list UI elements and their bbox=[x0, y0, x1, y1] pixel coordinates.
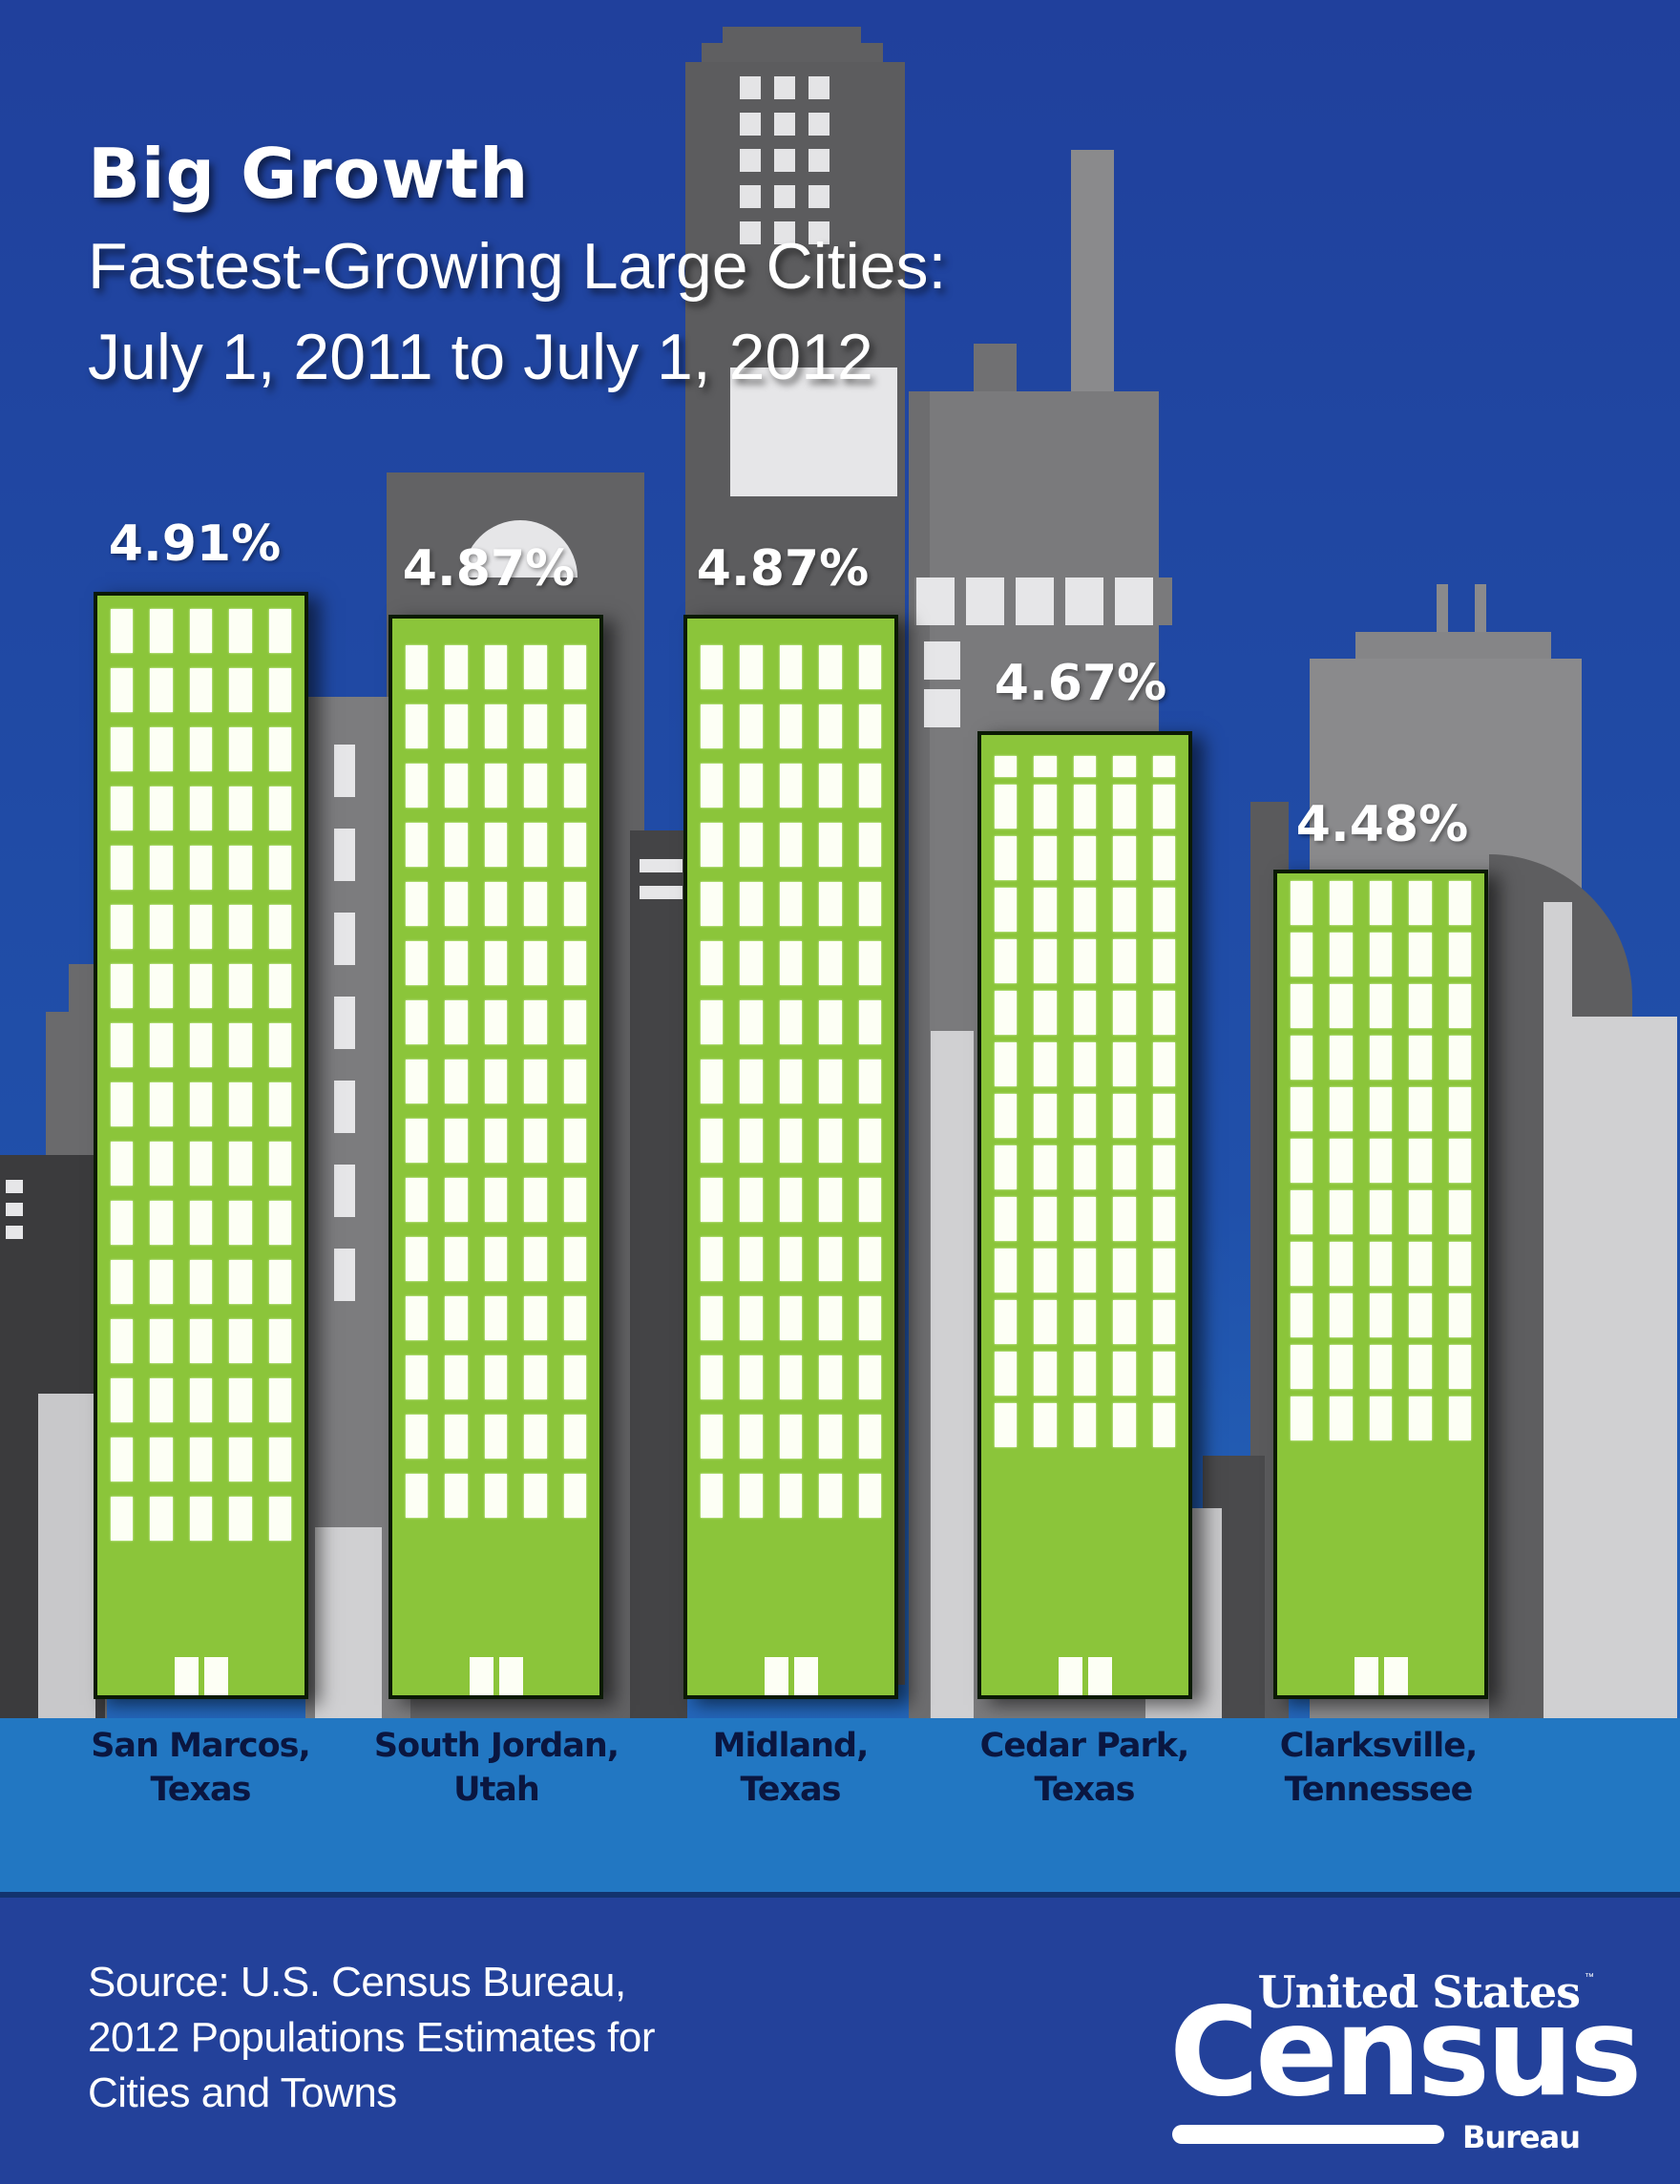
building-windows bbox=[995, 756, 1175, 1447]
footer-divider bbox=[0, 1892, 1680, 1898]
city-name: San Marcos, bbox=[91, 1727, 311, 1765]
logo-underline-bar bbox=[1172, 2125, 1444, 2144]
building-windows bbox=[406, 645, 586, 1518]
building-door bbox=[1058, 1657, 1112, 1695]
bar-clarksville bbox=[1273, 870, 1488, 1699]
bar-midland bbox=[683, 615, 898, 1699]
bar-south-jordan bbox=[388, 615, 603, 1699]
source-line-2: 2012 Populations Estimates for bbox=[88, 2014, 656, 2061]
category-label-san-marcos: San Marcos, Texas bbox=[57, 1724, 344, 1812]
logo-census: Census bbox=[1169, 1982, 1642, 2124]
value-label-midland: 4.87% bbox=[696, 540, 870, 598]
source-note: Source: U.S. Census Bureau, 2012 Populat… bbox=[88, 1955, 656, 2121]
subtitle-line-1: Fastest-Growing Large Cities: bbox=[88, 230, 947, 303]
category-label-cedar-park: Cedar Park, Texas bbox=[941, 1724, 1228, 1812]
state-name: Texas bbox=[150, 1771, 252, 1809]
state-name: Utah bbox=[453, 1771, 540, 1809]
building-door bbox=[174, 1657, 228, 1695]
ground-band bbox=[0, 1718, 1680, 1892]
chart-subtitle: Fastest-Growing Large Cities: July 1, 20… bbox=[88, 221, 946, 403]
building-windows bbox=[701, 645, 881, 1518]
census-bureau-logo: United States ™ Census Bureau bbox=[1165, 1966, 1642, 2157]
city-name: Clarksville, bbox=[1279, 1727, 1479, 1765]
logo-united-states: United States bbox=[1257, 1966, 1581, 2018]
city-name: South Jordan, bbox=[373, 1727, 620, 1765]
bar-san-marcos bbox=[94, 592, 308, 1699]
chart-title: Big Growth bbox=[88, 134, 530, 214]
category-label-midland: Midland, Texas bbox=[647, 1724, 934, 1812]
value-label-clarksville: 4.48% bbox=[1295, 796, 1469, 853]
building-door bbox=[764, 1657, 818, 1695]
value-label-san-marcos: 4.91% bbox=[108, 515, 282, 573]
logo-trademark: ™ bbox=[1585, 1972, 1594, 1983]
building-windows bbox=[111, 609, 291, 1541]
city-name: Midland, bbox=[712, 1727, 870, 1765]
source-line-1: Source: U.S. Census Bureau, bbox=[88, 1959, 626, 2006]
subtitle-line-2: July 1, 2011 to July 1, 2012 bbox=[88, 321, 873, 393]
source-line-3: Cities and Towns bbox=[88, 2069, 397, 2116]
category-label-clarksville: Clarksville, Tennessee bbox=[1235, 1724, 1522, 1812]
category-label-south-jordan: South Jordan, Utah bbox=[353, 1724, 640, 1812]
building-door bbox=[469, 1657, 523, 1695]
state-name: Tennessee bbox=[1284, 1771, 1474, 1809]
title-block: Big Growth Fastest-Growing Large Cities:… bbox=[88, 134, 946, 403]
state-name: Texas bbox=[740, 1771, 842, 1809]
building-windows bbox=[1291, 881, 1471, 1440]
city-name: Cedar Park, bbox=[979, 1727, 1190, 1765]
building-door bbox=[1354, 1657, 1408, 1695]
logo-bureau: Bureau bbox=[1461, 2119, 1581, 2155]
state-name: Texas bbox=[1034, 1771, 1136, 1809]
value-label-cedar-park: 4.67% bbox=[994, 655, 1167, 712]
bar-cedar-park bbox=[977, 731, 1192, 1699]
value-label-south-jordan: 4.87% bbox=[402, 540, 576, 598]
